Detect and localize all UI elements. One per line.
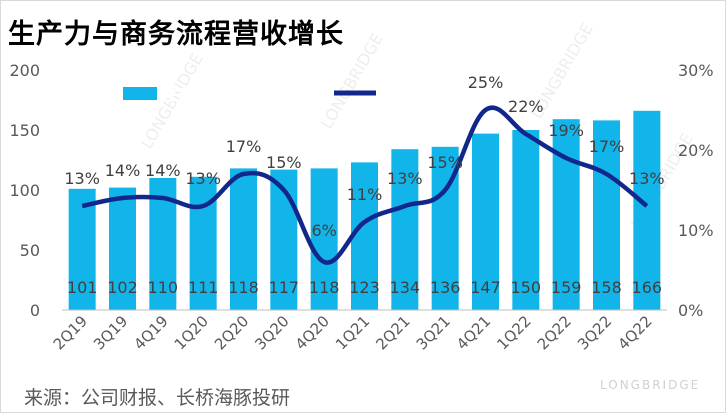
bar-labels: 101 102 110 111 118 117 118 123 134 136 147 150 159 1… (67, 278, 662, 297)
y-right-tick: 20% (678, 141, 714, 160)
watermark-logo: LONGBRIDGE (600, 378, 701, 392)
yoy-value-label: 6% (311, 221, 336, 240)
yoy-value-label: 13% (629, 169, 665, 188)
legend-bar-label: 生产力与商务流程 (163, 85, 291, 104)
bar-value-label: 158 (591, 278, 622, 297)
x-tick-label: 3Q22 (574, 312, 615, 353)
bar (472, 133, 499, 310)
x-tick-label: 2Q21 (372, 312, 413, 353)
bar (310, 168, 338, 310)
x-tick-label: 3Q19 (90, 312, 131, 353)
yoy-value-label: 19% (548, 121, 584, 140)
y-right-tick: 10% (678, 221, 714, 240)
bar-value-label: 101 (67, 278, 98, 297)
x-tick-label: 2Q22 (534, 312, 575, 353)
bar-value-label: 111 (188, 278, 219, 297)
bar-value-label: 166 (632, 278, 663, 297)
x-tick-label: 1Q20 (171, 312, 212, 353)
y-right-tick: 30% (678, 61, 714, 80)
yoy-value-label: 13% (64, 169, 100, 188)
bar-value-label: 159 (551, 278, 582, 297)
yoy-value-label: 14% (105, 161, 141, 180)
yoy-value-label: 25% (468, 73, 504, 92)
y-left-tick: 50 (20, 241, 40, 260)
bar-value-label: 150 (511, 278, 542, 297)
x-tick-label: 2Q20 (211, 312, 252, 353)
chart-title: 生产力与商务流程营收增长 (8, 19, 344, 50)
yoy-value-label: 13% (387, 169, 423, 188)
bar-value-label: 102 (107, 278, 138, 297)
bar-value-label: 147 (470, 278, 501, 297)
bar (230, 168, 257, 310)
yoy-line (81, 105, 649, 265)
yoy-value-label: 11% (347, 185, 383, 204)
yoy-line-path (81, 105, 649, 265)
bar (391, 149, 419, 310)
bar-value-label: 118 (309, 278, 340, 297)
x-tick-label: 4Q22 (614, 312, 655, 353)
source-note: 来源：公司财报、长桥海豚投研 (24, 387, 291, 409)
y-right-tick: 0% (678, 301, 703, 320)
line-labels: 13% 14% 14% 13%17%15%6%11%13%15%25%22%19%17… (64, 73, 664, 240)
bar (512, 130, 540, 310)
watermark-text: LONGBRIDGE (317, 30, 387, 132)
bar-value-label: 118 (228, 278, 259, 297)
x-tick-label: 1Q22 (493, 312, 534, 353)
bar-value-label: 110 (148, 278, 179, 297)
bar-value-label: 123 (349, 278, 380, 297)
x-tick-label: 4Q19 (130, 312, 171, 353)
y-left-tick: 200 (9, 61, 40, 80)
x-tick-label: 4Q21 (453, 312, 494, 353)
y-left-tick: 100 (9, 181, 40, 200)
yoy-value-label: 17% (226, 137, 262, 156)
bar-value-label: 134 (390, 278, 421, 297)
legend: 生产力与商务流程 同比 (123, 85, 414, 104)
y-left-tick: 0 (30, 301, 40, 320)
legend-line-label: 同比 (382, 85, 414, 104)
bar-value-label: 136 (430, 278, 461, 297)
y-left-tick: 150 (9, 121, 40, 140)
bar (593, 120, 620, 311)
bar-value-label: 117 (269, 278, 300, 297)
legend-bar-swatch (123, 87, 157, 100)
yoy-value-label: 15% (427, 153, 463, 172)
yoy-value-label: 15% (266, 153, 302, 172)
yoy-value-label: 14% (145, 161, 181, 180)
bar (109, 187, 136, 310)
bar (68, 188, 96, 310)
bar (633, 110, 661, 310)
x-tick-label: 3Q20 (251, 312, 292, 353)
x-tick-label: 2Q19 (50, 312, 91, 353)
bar (351, 162, 378, 310)
x-tick-label: 3Q21 (413, 312, 454, 353)
x-tick-label: 1Q21 (332, 312, 373, 353)
yoy-value-label: 22% (508, 97, 544, 116)
yoy-value-label: 17% (589, 137, 625, 156)
yoy-value-label: 13% (185, 169, 221, 188)
x-tick-label: 4Q20 (292, 312, 333, 353)
